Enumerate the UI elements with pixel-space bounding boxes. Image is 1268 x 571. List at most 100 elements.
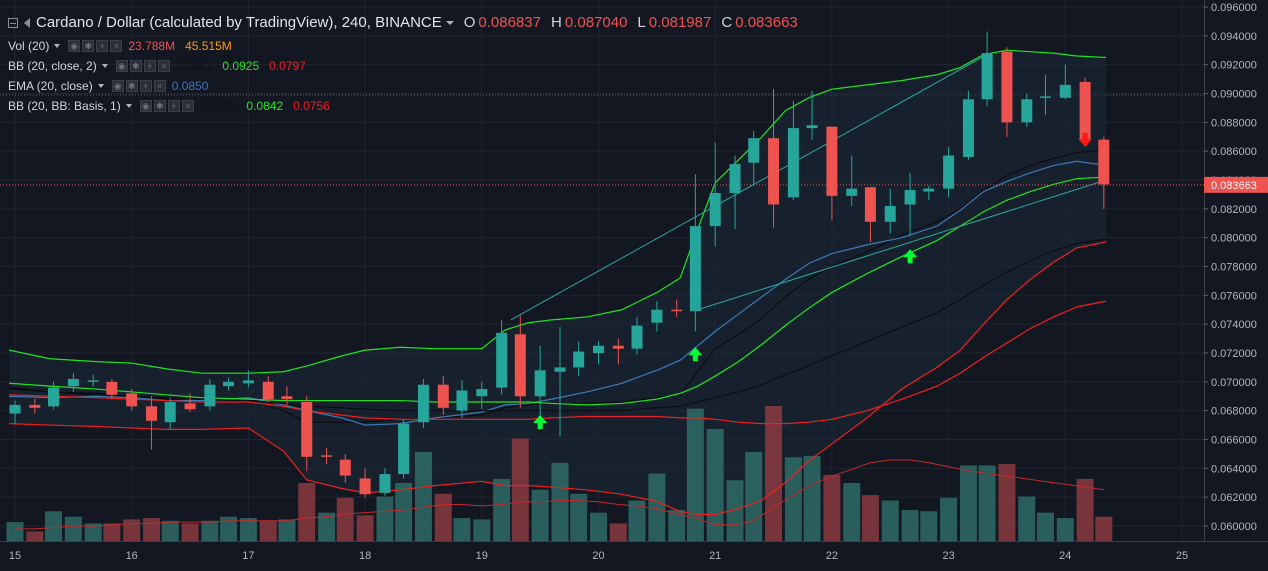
volume-bar (220, 516, 238, 541)
trend-line (697, 179, 1107, 311)
collapse-legend-icon[interactable] (8, 18, 18, 28)
candle-body (631, 325, 643, 349)
plus-icon[interactable]: + (167, 100, 180, 112)
candle-body (184, 403, 196, 410)
price-tick-label: 0.072000 (1211, 348, 1257, 360)
candle-body (1079, 81, 1091, 140)
volume-bar (356, 515, 374, 541)
volume-bar (803, 455, 821, 541)
candle-body (826, 126, 838, 196)
price-tick-label: 0.080000 (1211, 233, 1257, 245)
volume-bar (959, 465, 977, 541)
volume-bar (473, 519, 491, 541)
price-tick-label: 0.076000 (1211, 290, 1257, 302)
indicator-menu-caret-icon[interactable] (97, 84, 104, 88)
volume-bar (1018, 496, 1036, 541)
candle-body (301, 402, 313, 457)
indicator-value: 0.0756 (293, 99, 330, 113)
price-axis[interactable]: 0.060000 0.062000 0.064000 0.066000 0.068000… (1204, 0, 1268, 566)
volume-bar (590, 512, 607, 541)
time-axis[interactable]: 15 16 17 18 19 20 21 22 23 24 25 (0, 541, 1268, 566)
indicator-name[interactable]: BB (20, BB: Basis, 1) (8, 99, 121, 113)
indicator-name[interactable]: Vol (20) (8, 39, 50, 53)
candle-body (281, 396, 293, 400)
candle-body (768, 138, 780, 205)
volume-bar (259, 520, 277, 541)
indicator-menu-caret-icon[interactable] (101, 64, 108, 68)
candle-body (554, 367, 566, 372)
volume-ma (15, 459, 1104, 530)
indicator-line (9, 49, 1107, 374)
indicator-row[interactable]: BB (20, BB: Basis, 1) ◉ ✱ + × 0.0799 0.0842 0.0… (8, 96, 808, 116)
eye-icon[interactable]: ◉ (115, 60, 128, 72)
price-tick-label: 0.086000 (1211, 146, 1257, 158)
volume-bar (765, 406, 783, 541)
volume-bar (395, 482, 413, 541)
volume-bar (143, 518, 161, 541)
volume-bar (784, 457, 802, 541)
gear-icon[interactable]: ✱ (129, 60, 142, 72)
indicator-value: 0.0861 (175, 59, 213, 73)
plus-icon[interactable]: + (143, 60, 156, 72)
candle-body (379, 474, 391, 493)
gear-icon[interactable]: ✱ (153, 100, 166, 112)
plus-icon[interactable]: + (96, 40, 109, 52)
volume-bar (551, 462, 569, 541)
indicator-line (9, 300, 1107, 425)
close-icon[interactable]: × (153, 80, 166, 92)
indicator-buttons: ◉ ✱ + × (68, 40, 123, 52)
symbol-title[interactable]: Cardano / Dollar (calculated by TradingV… (36, 14, 442, 31)
gear-icon[interactable]: ✱ (82, 40, 95, 52)
close-icon[interactable]: × (181, 100, 194, 112)
indicator-menu-caret-icon[interactable] (125, 104, 132, 108)
volume-bar (726, 480, 744, 541)
back-arrow-icon[interactable] (24, 18, 30, 28)
candle-body (204, 384, 216, 407)
indicator-value: 45.515M (185, 39, 232, 53)
indicator-line (9, 241, 1107, 516)
volume-bar (84, 523, 102, 541)
indicator-row[interactable]: Vol (20) ◉ ✱ + × 23.788M 45.515M (8, 36, 808, 56)
volume-bar (920, 511, 938, 541)
indicator-line (9, 176, 1107, 406)
eye-icon[interactable]: ◉ (139, 100, 152, 112)
close-icon[interactable]: × (110, 40, 123, 52)
close-icon[interactable]: × (157, 60, 170, 72)
gear-icon[interactable]: ✱ (125, 80, 138, 92)
volume-bar (648, 473, 666, 541)
volume-bar (609, 523, 627, 541)
symbol-menu-caret-icon[interactable] (445, 21, 454, 25)
indicator-row[interactable]: EMA (20, close) ◉ ✱ + × 0.0850 (8, 76, 808, 96)
candle-body (689, 226, 701, 312)
volume-bar (26, 531, 44, 541)
price-tick-label: 0.082000 (1211, 204, 1257, 216)
volume-bar (628, 500, 646, 541)
indicator-name[interactable]: BB (20, close, 2) (8, 59, 97, 73)
volume-bar (45, 511, 63, 541)
indicator-line (9, 238, 1107, 412)
candle-body (1098, 139, 1110, 185)
price-tick-label: 0.078000 (1211, 262, 1257, 274)
indicator-name[interactable]: EMA (20, close) (8, 79, 93, 93)
indicator-value: 23.788M (128, 39, 176, 53)
volume-bar (493, 478, 511, 541)
ohlc-value: 0.081987 (648, 14, 712, 31)
time-tick-label: 25 (1176, 550, 1188, 562)
indicator-value: 0.0797 (269, 59, 306, 73)
candle-body (1039, 96, 1051, 98)
volume-bar (1095, 516, 1113, 541)
volume-bar (123, 519, 141, 541)
price-axis-bg (1204, 0, 1268, 566)
ohlc-key: L (637, 14, 646, 31)
eye-icon[interactable]: ◉ (111, 80, 124, 92)
plus-icon[interactable]: + (139, 80, 152, 92)
candle-body (962, 99, 974, 157)
eye-icon[interactable]: ◉ (68, 40, 81, 52)
indicator-row[interactable]: BB (20, close, 2) ◉ ✱ + × 0.0861 0.0925 0.0797 (8, 56, 808, 76)
time-tick-label: 21 (709, 550, 721, 562)
time-tick-label: 23 (942, 550, 954, 562)
ohlc-values: O 0.086837 H 0.087040 L 0.081987 C 0.083663 (464, 13, 808, 33)
indicator-menu-caret-icon[interactable] (54, 44, 61, 48)
